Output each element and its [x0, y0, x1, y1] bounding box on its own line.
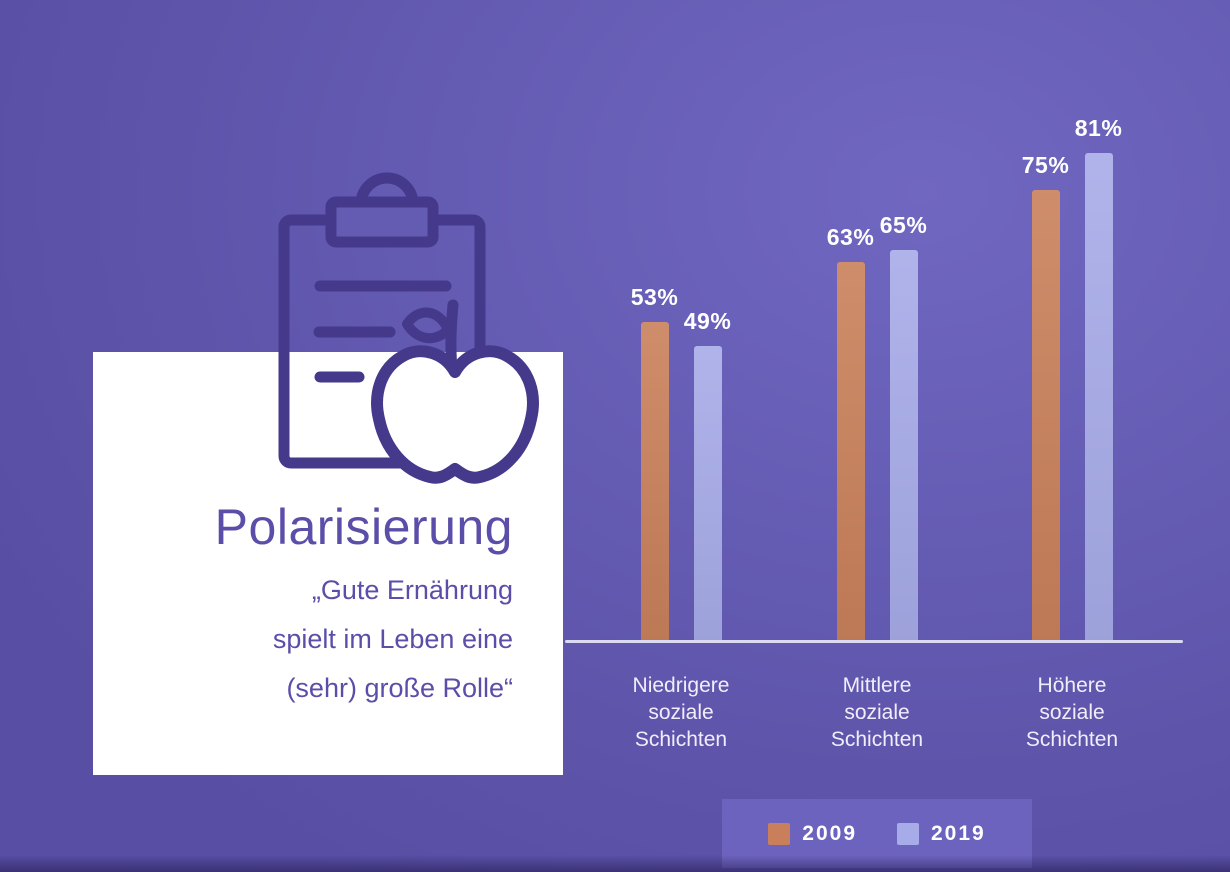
clipboard-apple-icon — [278, 172, 539, 484]
bar-chart: 53% 49% 63% 65% 75% 81% Niedrigere soziale Sc… — [565, 0, 1183, 780]
quote-line-1: „Gute Ernährung — [311, 575, 513, 605]
slide-title: Polarisierung — [214, 499, 513, 555]
legend-item-2019: 2019 — [897, 822, 986, 846]
bar-column-2019: 65% — [880, 212, 927, 641]
category-label: Mittlere soziale Schichten — [830, 674, 924, 751]
quote-line-2: spielt im Leben eine — [272, 624, 513, 654]
legend-label-2009: 2009 — [802, 821, 857, 845]
chart-legend: 2009 2019 — [722, 799, 1032, 868]
legend-swatch-2019 — [897, 822, 919, 845]
bar-column-2019: 49% — [684, 308, 731, 641]
bar-2009 — [640, 322, 669, 641]
legend-label-2019: 2019 — [931, 821, 986, 845]
quote-line-3: (sehr) große Rolle“ — [286, 673, 513, 703]
bar-column-2009: 63% — [827, 224, 874, 641]
bar-group: 75% 81% — [997, 115, 1147, 641]
bar-2009 — [1031, 190, 1060, 641]
bar-group: 53% 49% — [606, 284, 756, 641]
category-label: Niedrigere soziale Schichten — [632, 674, 730, 751]
bar-value-label: 53% — [630, 284, 679, 310]
apple-body — [371, 345, 539, 484]
clipboard-clip-tab — [325, 196, 439, 248]
bar-value-label: 81% — [1074, 115, 1123, 141]
bar-value-label: 65% — [879, 212, 928, 238]
bar-group: 63% 65% — [802, 212, 952, 641]
bar-2009 — [836, 262, 865, 641]
category-label: Höhere soziale Schichten — [1025, 674, 1119, 751]
card-text-block: Polarisierung „Gute Ernährung spielt im … — [215, 498, 513, 713]
bar-2019 — [693, 346, 722, 641]
bar-value-label: 75% — [1021, 152, 1070, 178]
apple-leaf — [402, 307, 453, 344]
x-axis-line — [565, 640, 1183, 643]
category-labels: Niedrigere soziale Schichten Mittlere soz… — [565, 672, 1183, 772]
quote-text: „Gute Ernährung spielt im Leben eine (se… — [215, 566, 513, 713]
bar-column-2019: 81% — [1075, 115, 1122, 641]
bar-column-2009: 75% — [1022, 152, 1069, 641]
bar-value-label: 63% — [826, 224, 875, 250]
bar-chart-plot: 53% 49% 63% 65% 75% 81% — [565, 0, 1183, 641]
bar-2019 — [889, 250, 918, 641]
bar-column-2009: 53% — [631, 284, 678, 641]
legend-item-2009: 2009 — [768, 822, 857, 846]
legend-swatch-2009 — [768, 822, 791, 845]
bar-2019 — [1084, 153, 1113, 641]
bar-value-label: 49% — [683, 308, 732, 334]
